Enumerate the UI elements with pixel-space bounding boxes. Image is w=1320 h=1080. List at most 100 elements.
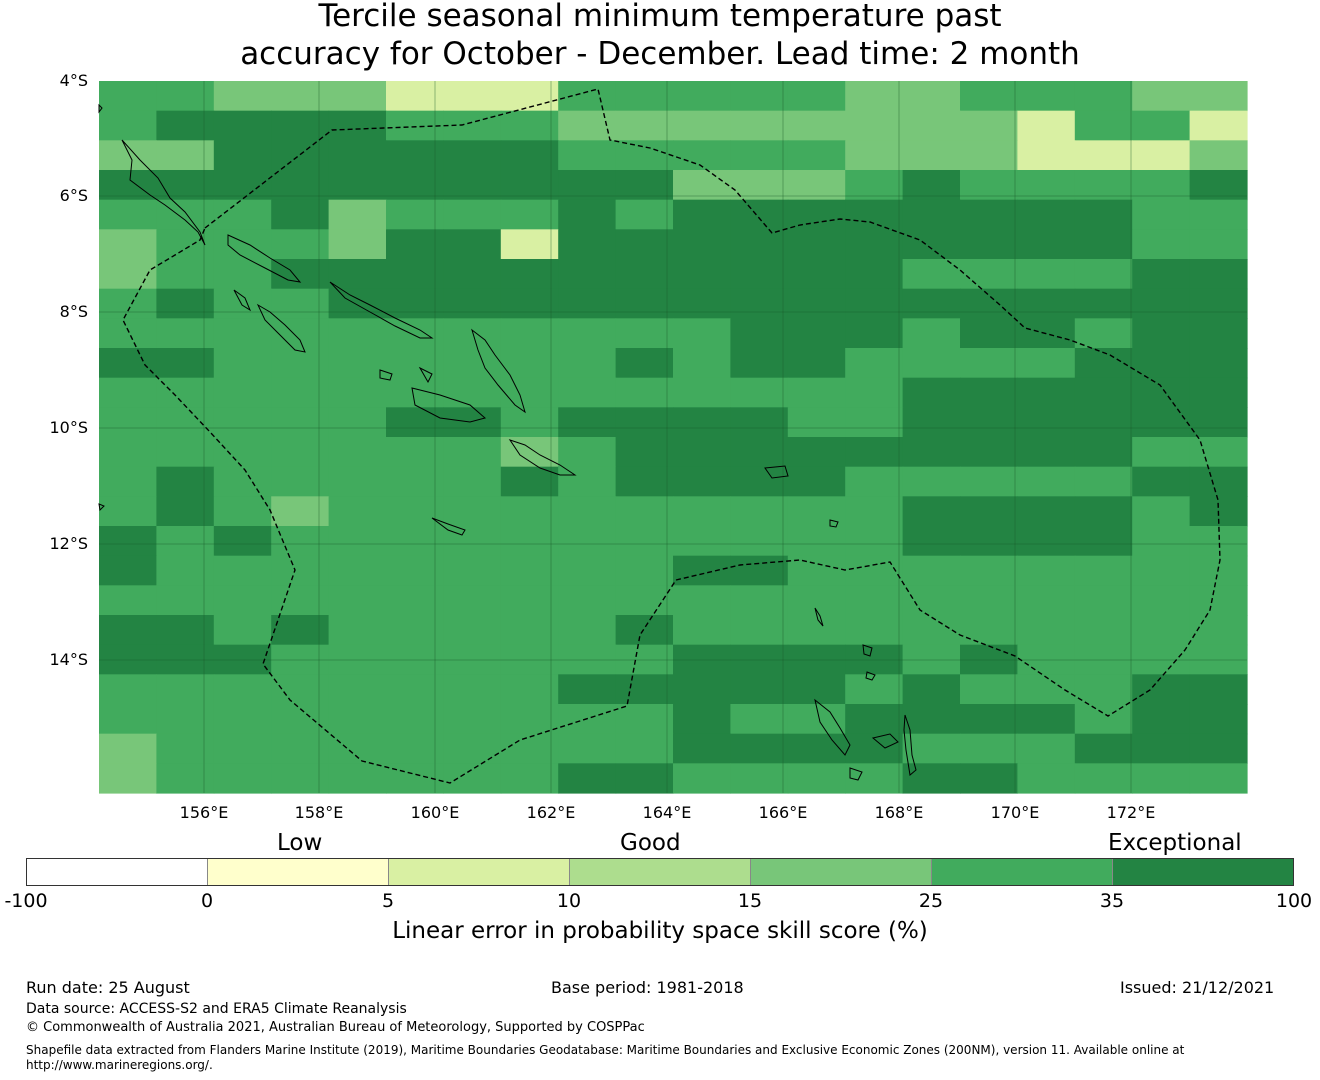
grid-cell	[960, 407, 1018, 438]
grid-cell	[271, 763, 330, 794]
grid-cell	[615, 555, 674, 586]
lon-label-170e: 170°E	[990, 803, 1040, 822]
grid-cell	[500, 526, 559, 557]
grid-cell	[558, 288, 617, 319]
grid-cell	[213, 615, 272, 646]
colorbar-tick: 15	[737, 890, 763, 912]
grid-cell	[99, 318, 157, 349]
grid-cell	[156, 763, 215, 794]
grid-cell	[271, 170, 330, 201]
grid-cell	[845, 140, 904, 171]
grid-cell	[730, 585, 789, 616]
grid-cell	[213, 733, 272, 764]
grid-cell	[156, 407, 215, 438]
grid-cell	[673, 466, 731, 497]
grid-cell	[615, 170, 674, 201]
grid-cell	[673, 585, 731, 616]
grid-cell	[1017, 229, 1076, 260]
grid-cell	[558, 437, 617, 468]
grid-cell	[1132, 81, 1191, 112]
grid-cell	[673, 407, 731, 438]
grid-cell	[902, 496, 961, 527]
grid-cell	[558, 585, 617, 616]
grid-cell	[730, 199, 789, 230]
grid-cell	[902, 407, 961, 438]
grid-cell	[328, 466, 387, 497]
grid-cell	[156, 526, 215, 557]
grid-cell	[328, 407, 387, 438]
grid-cell	[271, 437, 330, 468]
grid-cell	[1132, 674, 1191, 705]
grid-cell	[271, 585, 330, 616]
grid-cell	[1189, 170, 1248, 201]
grid-cell	[1189, 763, 1248, 794]
grid-cell	[213, 229, 272, 260]
grid-cell	[902, 437, 961, 468]
island-coastlines	[98, 103, 917, 781]
grid-cell	[960, 763, 1018, 794]
grid-cell	[443, 229, 502, 260]
grid-cell	[902, 318, 961, 349]
grid-cell	[845, 437, 904, 468]
grid-cell	[271, 674, 330, 705]
grid-cell	[156, 585, 215, 616]
colorbar-tick: 10	[556, 890, 582, 912]
grid-cell	[902, 348, 961, 379]
grid-cell	[1074, 377, 1133, 408]
grid-cell	[99, 733, 157, 764]
grid-cell	[1132, 466, 1191, 497]
grid-cell	[328, 615, 387, 646]
grid-cell	[558, 466, 617, 497]
grid-cell	[1132, 585, 1191, 616]
grid-cell	[1132, 377, 1191, 408]
grid-cell	[673, 555, 731, 586]
grid-cell	[271, 81, 330, 112]
grid-cell	[99, 229, 157, 260]
grid-cell	[271, 526, 330, 557]
grid-cell	[271, 348, 330, 379]
grid-cell	[673, 318, 731, 349]
grid-cell	[500, 674, 559, 705]
grid-cell	[787, 348, 846, 379]
grid-cell	[1017, 81, 1076, 112]
grid-cell	[673, 170, 731, 201]
grid-cell	[730, 110, 789, 141]
grid-cell	[1074, 140, 1133, 171]
grid-cell	[673, 81, 731, 112]
grid-cell	[615, 526, 674, 557]
grid-cell	[558, 555, 617, 586]
grid-cell	[1132, 526, 1191, 557]
grid-cell	[386, 733, 444, 764]
grid-cell	[845, 674, 904, 705]
grid-cell	[213, 496, 272, 527]
grid-cell	[960, 585, 1018, 616]
grid-cell	[1189, 733, 1248, 764]
grid-cell	[156, 466, 215, 497]
grid-cell	[443, 377, 502, 408]
grid-cell	[673, 199, 731, 230]
grid-cell	[156, 348, 215, 379]
grid-cell	[1189, 348, 1248, 379]
grid-cell	[443, 348, 502, 379]
grid-cell	[1132, 704, 1191, 735]
grid-cell	[1017, 585, 1076, 616]
grid-cell	[99, 704, 157, 735]
lon-label-156e: 156°E	[179, 803, 229, 822]
grid-cell	[673, 288, 731, 319]
grid-cell	[1132, 763, 1191, 794]
grid-cell	[386, 585, 444, 616]
grid-cell	[328, 229, 387, 260]
grid-cell	[673, 733, 731, 764]
grid-cell	[558, 318, 617, 349]
grid-cell	[902, 585, 961, 616]
grid-cell	[615, 288, 674, 319]
grid-cell	[386, 674, 444, 705]
lon-label-164e: 164°E	[642, 803, 692, 822]
grid-cell	[1017, 704, 1076, 735]
grid-cell	[845, 170, 904, 201]
grid-cell	[960, 555, 1018, 586]
grid-cell	[99, 140, 157, 171]
grid-cell	[787, 437, 846, 468]
grid-cell	[1074, 526, 1133, 557]
grid-cell	[558, 733, 617, 764]
